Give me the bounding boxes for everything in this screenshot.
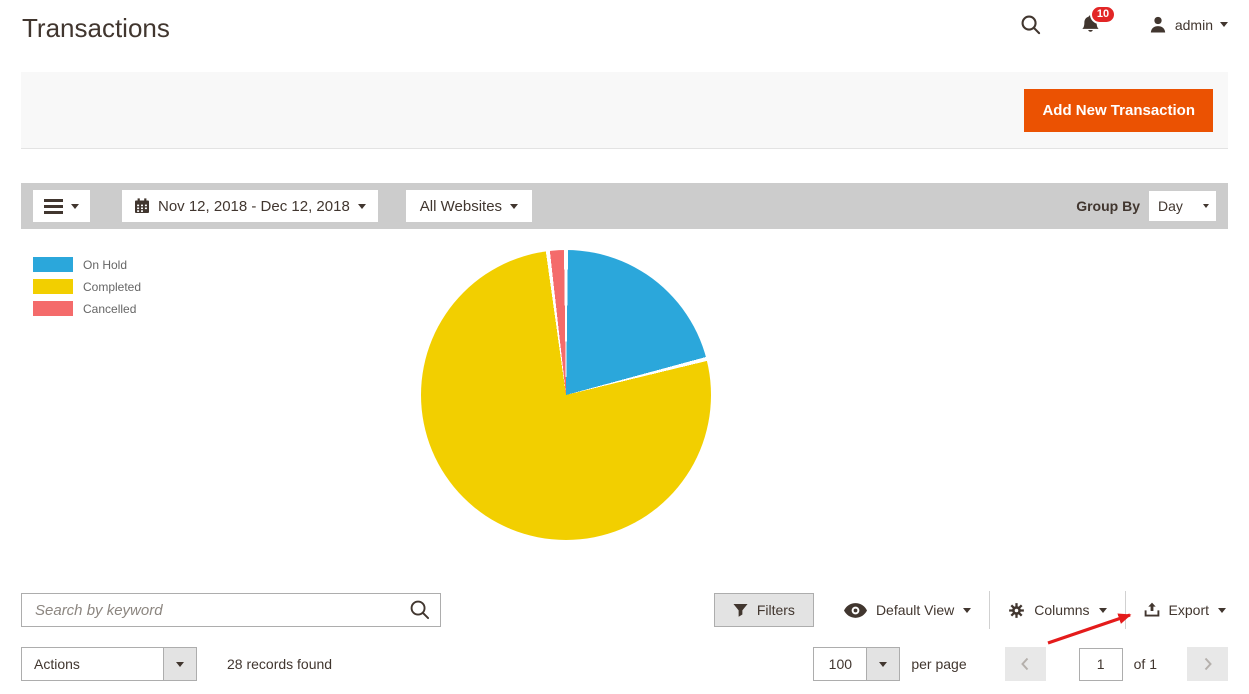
chart-toolbar: Nov 12, 2018 - Dec 12, 2018 All Websites… (21, 183, 1228, 229)
default-view-dropdown[interactable]: Default View (842, 602, 973, 618)
chevron-down-icon (510, 203, 519, 209)
grid-controls-row: Filters Default View Columns Export (21, 591, 1228, 629)
per-page-value: 100 (828, 656, 853, 672)
magnifier-icon (1020, 14, 1041, 35)
actions-select-value: Actions (34, 656, 80, 672)
notification-count-badge: 10 (1089, 5, 1117, 24)
chevron-down-icon (71, 203, 79, 209)
group-by-label: Group By (1076, 198, 1140, 214)
chevron-down-icon (357, 203, 366, 209)
chevron-left-icon (1020, 657, 1030, 671)
pie-chart (421, 250, 711, 540)
date-range-value: Nov 12, 2018 - Dec 12, 2018 (158, 197, 350, 215)
date-range-button[interactable]: Nov 12, 2018 - Dec 12, 2018 (122, 190, 378, 222)
select-arrow-icon (163, 648, 196, 680)
chart-menu-button[interactable] (33, 190, 90, 222)
select-arrow-icon (1203, 204, 1209, 208)
chevron-down-icon (1218, 607, 1226, 613)
keyword-search-input[interactable] (21, 593, 441, 627)
page-header: Transactions 10 admin (0, 0, 1249, 72)
header-actions: 10 admin (1020, 5, 1228, 36)
chevron-down-icon (1220, 22, 1228, 27)
page-number-input[interactable] (1078, 647, 1123, 681)
select-arrow-icon (866, 648, 900, 680)
filters-label: Filters (756, 602, 795, 618)
add-new-transaction-button[interactable]: Add New Transaction (1024, 89, 1213, 132)
calendar-icon (134, 198, 150, 214)
user-icon (1148, 15, 1168, 35)
keyword-search (21, 593, 441, 627)
pagination-next-button[interactable] (1187, 647, 1228, 681)
vertical-divider (1124, 591, 1126, 629)
legend-item: Cancelled (33, 301, 141, 316)
legend-label: Cancelled (83, 301, 137, 316)
admin-username: admin (1174, 16, 1213, 33)
legend-label: On Hold (83, 257, 128, 272)
pagination-prev-button[interactable] (1004, 647, 1046, 681)
legend-label: Completed (83, 279, 142, 294)
vertical-divider (989, 591, 991, 629)
columns-dropdown[interactable]: Columns (1006, 602, 1108, 619)
chart-section: On Hold Completed Cancelled (21, 229, 1228, 593)
export-label: Export (1168, 602, 1209, 618)
actions-select[interactable]: Actions (21, 647, 197, 681)
group-by-value: Day (1158, 198, 1183, 214)
gear-icon (1008, 602, 1025, 619)
legend-swatch-completed (33, 279, 73, 294)
per-page-select[interactable]: 100 (813, 647, 901, 681)
columns-label: Columns (1034, 602, 1090, 618)
chevron-down-icon (1098, 607, 1107, 613)
per-page-label: per page (911, 656, 967, 672)
chevron-right-icon (1203, 657, 1213, 671)
export-dropdown[interactable]: Export (1142, 602, 1228, 618)
legend-swatch-cancelled (33, 301, 73, 316)
page-title: Transactions (22, 13, 170, 43)
total-pages-label: of 1 (1133, 656, 1157, 672)
filters-button[interactable]: Filters (713, 593, 814, 627)
notifications-button[interactable]: 10 (1079, 5, 1117, 36)
export-icon (1144, 602, 1160, 618)
magnifier-icon[interactable] (409, 599, 430, 620)
legend-swatch-on-hold (33, 257, 73, 272)
website-filter-value: All Websites (419, 197, 503, 215)
hamburger-icon (44, 198, 63, 214)
group-by-select[interactable]: Day (1149, 191, 1216, 221)
records-count: 28 records found (227, 656, 333, 672)
page-actions-band: Add New Transaction (21, 72, 1228, 149)
legend-item: On Hold (33, 257, 141, 272)
admin-user-menu[interactable]: admin (1148, 15, 1228, 35)
global-search-button[interactable] (1020, 14, 1041, 35)
chart-legend: On Hold Completed Cancelled (33, 257, 141, 323)
filter-funnel-icon (733, 603, 748, 618)
website-filter-button[interactable]: All Websites (405, 190, 533, 222)
default-view-label: Default View (875, 602, 955, 618)
grid-footer-row: Actions 28 records found 100 per page of… (21, 647, 1228, 681)
eye-icon (843, 602, 867, 618)
legend-item: Completed (33, 279, 141, 294)
chevron-down-icon (963, 607, 972, 613)
